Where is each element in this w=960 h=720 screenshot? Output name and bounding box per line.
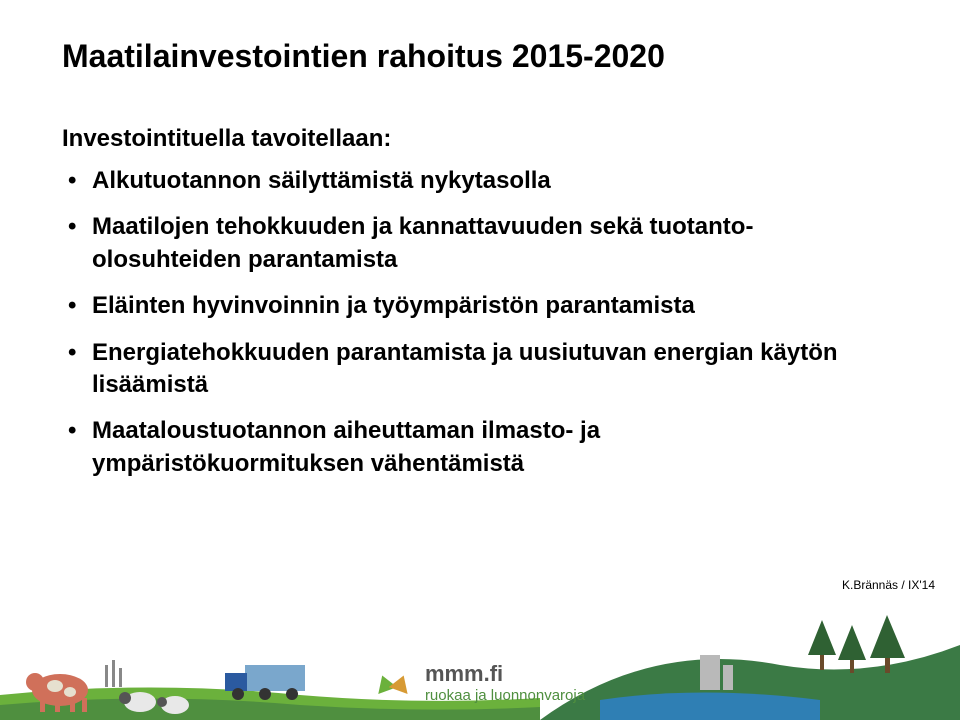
brand-tagline: ruokaa ja luonnonvaroja (425, 687, 585, 704)
list-item: Energiatehokkuuden parantamista ja uusiu… (62, 337, 862, 402)
brand-domain: mmm.fi (425, 661, 585, 687)
brand: mmm.fi ruokaa ja luonnonvaroja (375, 661, 585, 704)
list-item: Eläinten hyvinvoinnin ja työympäristön p… (62, 290, 862, 322)
slide: Maatilainvestointien rahoitus 2015-2020 … (0, 0, 960, 720)
brand-logo-icon (375, 675, 411, 691)
list-item: Maatilojen tehokkuuden ja kannattavuuden… (62, 211, 862, 276)
footer-author: K.Brännäs / IX'14 (842, 578, 935, 592)
bullet-list: Alkutuotannon säilyttämistä nykytasolla … (62, 165, 862, 494)
list-item: Alkutuotannon säilyttämistä nykytasolla (62, 165, 862, 197)
leaf-icon (389, 672, 413, 694)
list-item: Maataloustuotannon aiheuttaman ilmasto- … (62, 415, 862, 480)
subheading: Investointituella tavoitellaan: (62, 125, 391, 153)
page-title: Maatilainvestointien rahoitus 2015-2020 (62, 38, 665, 75)
footer-bar: mmm.fi ruokaa ja luonnonvaroja (0, 610, 960, 720)
brand-text: mmm.fi ruokaa ja luonnonvaroja (425, 661, 585, 704)
